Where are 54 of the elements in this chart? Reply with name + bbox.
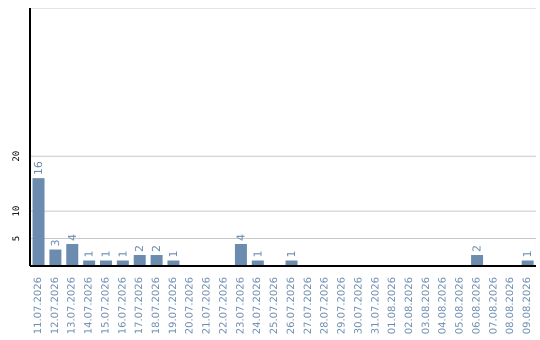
x-tick-label: 19.07.2026 <box>168 277 179 334</box>
x-tick-label: 07.08.2026 <box>488 277 500 334</box>
x-tick-label: 25.07.2026 <box>269 277 280 334</box>
data-label: 1 <box>116 250 130 258</box>
data-label: 2 <box>133 245 146 252</box>
x-tick-label: 28.07.2026 <box>320 277 331 334</box>
x-tick-label: 29.07.2026 <box>336 277 348 334</box>
data-label: 2 <box>470 245 484 252</box>
bar <box>32 178 45 266</box>
x-tick-label: 22.07.2026 <box>218 277 230 334</box>
x-tick-label: 30.07.2026 <box>353 277 364 334</box>
x-tick-label: 09.08.2026 <box>522 277 534 334</box>
bar <box>471 255 484 266</box>
x-tick-label: 08.08.2026 <box>505 277 516 334</box>
y-tick-label: 20 <box>12 150 22 162</box>
bar <box>150 255 163 266</box>
x-tick-label: 04.08.2026 <box>438 277 449 334</box>
x-tick-label: 13.07.2026 <box>66 277 78 334</box>
x-tick-label: 24.07.2026 <box>252 277 264 334</box>
x-tick-label: 11.07.2026 <box>32 277 44 334</box>
x-tick-label: 18.07.2026 <box>151 277 162 334</box>
data-label: 1 <box>166 250 180 258</box>
x-tick-label: 31.07.2026 <box>370 277 382 334</box>
x-tick-label: 06.08.2026 <box>471 277 482 334</box>
x-tick-label: 15.07.2026 <box>100 277 112 334</box>
y-tick-label: 5 <box>12 236 22 242</box>
data-label: 1 <box>99 250 112 258</box>
data-label: 4 <box>66 234 79 242</box>
data-label: 4 <box>234 234 248 242</box>
x-tick-label: 02.08.2026 <box>404 277 415 334</box>
data-label: 1 <box>521 250 534 258</box>
x-tick-label: 05.08.2026 <box>454 277 466 334</box>
bar <box>234 244 247 266</box>
x-tick-label: 12.07.2026 <box>50 277 61 334</box>
x-tick-label: 21.07.2026 <box>202 277 213 334</box>
bar <box>49 250 62 266</box>
x-tick-label: 16.07.2026 <box>117 277 128 334</box>
data-label: 1 <box>82 250 96 258</box>
data-label: 1 <box>285 250 298 258</box>
y-tick-label: 10 <box>12 206 22 217</box>
x-tick-label: 14.07.2026 <box>84 277 95 334</box>
data-label: 16 <box>32 161 46 176</box>
x-tick-label: 17.07.2026 <box>134 277 146 334</box>
x-tick-label: 01.08.2026 <box>387 277 398 334</box>
bar <box>134 255 146 266</box>
data-label: 3 <box>48 240 62 247</box>
x-tick-label: 23.07.2026 <box>235 277 246 334</box>
x-tick-label: 27.07.2026 <box>302 277 314 334</box>
data-label: 2 <box>150 245 164 252</box>
x-tick-label: 20.07.2026 <box>184 277 196 334</box>
data-label: 1 <box>251 250 264 258</box>
x-tick-label: 26.07.2026 <box>286 277 297 334</box>
x-tick-label: 03.08.2026 <box>420 277 432 334</box>
bar <box>66 244 78 266</box>
